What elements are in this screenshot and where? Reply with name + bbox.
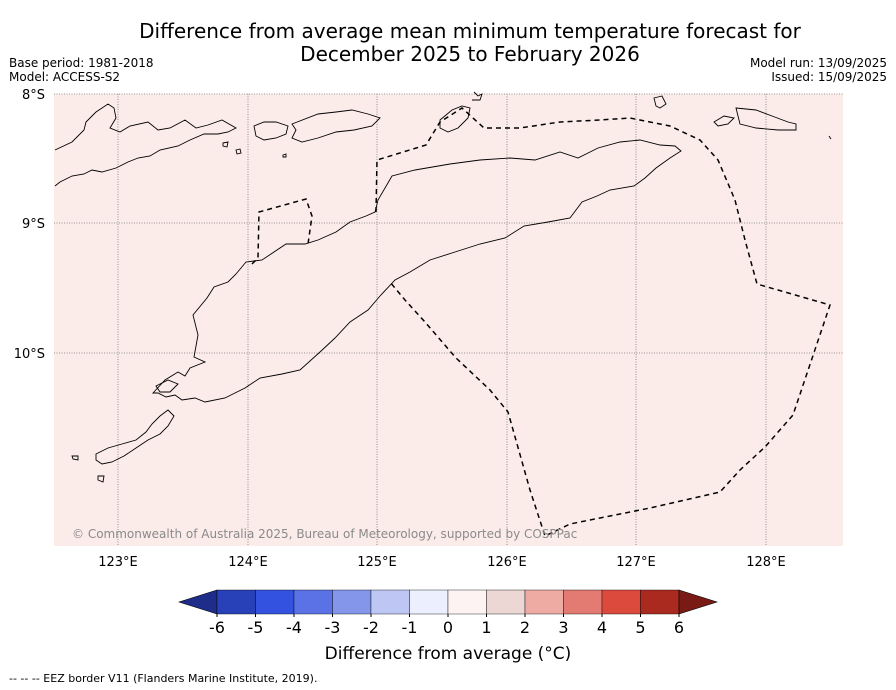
small-island-east [828,135,832,140]
wetar-island-coast [439,105,471,133]
map-area [54,94,843,546]
colorbar-tick-label: -2 [363,618,379,637]
coastlines [54,91,832,483]
colorbar-tick-label: 5 [635,618,645,637]
lon-label-128e: 128°E [746,555,786,570]
colorbar-tick-label: -4 [286,618,302,637]
lon-label-127e: 127°E [616,555,656,570]
alor-island-coast [291,109,381,143]
chart-title: Difference from average mean minimum tem… [100,20,840,66]
colorbar-bin [255,589,295,615]
title-line-1: Difference from average mean minimum tem… [139,19,801,43]
romang-island-coast [653,95,667,109]
flores-island-coast [54,103,237,187]
lon-label-123e: 123°E [98,555,138,570]
eez-border [251,107,831,538]
model-run: Model run: 13/09/2025 [749,56,887,70]
colorbar-bin [524,589,564,615]
semau-island-coast [155,379,179,393]
pantar-island-coast [253,121,289,141]
babar-island-coast [735,107,797,131]
colorbar-tick-label: 2 [520,618,530,637]
timor-island-coast [151,139,682,403]
sawu-island-coast [71,455,79,461]
colorbar-bin [293,589,333,615]
issued-date: Issued: 15/09/2025 [771,70,887,84]
eez-border-segment-2 [375,107,831,538]
colorbar-bin [216,589,256,615]
graticule [54,93,843,546]
colorbar-bin [563,589,603,615]
small-island-2 [235,148,242,155]
colorbar-bin [447,589,487,615]
colorbar-tick-label: -3 [325,618,341,637]
atauro-island-coast [472,91,483,101]
small-island-3 [282,153,287,158]
colorbar-ticks: -6 -5 -4 -3 -2 -1 0 1 2 3 4 5 6 [209,614,684,637]
metadata-left: Base period: 1981-2018 Model: ACCESS-S2 [9,56,154,84]
base-period: Base period: 1981-2018 [9,56,154,70]
colorbar-bin [640,589,680,615]
colorbar-arrow-high [678,589,718,615]
colorbar-tick-label: -1 [402,618,418,637]
metadata-right: Model run: 13/09/2025 Issued: 15/09/2025 [750,56,887,84]
eez-footnote: -- -- -- EEZ border V11 (Flanders Marine… [9,672,318,685]
small-island-1 [222,141,229,148]
colorbar-bin [601,589,641,615]
colorbar-tick-label: 6 [674,618,684,637]
colorbar-bin [370,589,410,615]
roti-island-coast [95,409,175,465]
title-line-2: December 2025 to February 2026 [300,42,640,66]
lon-label-125e: 125°E [357,555,397,570]
lon-label-126e: 126°E [487,555,527,570]
eez-border-segment-1 [251,198,313,265]
colorbar-label: Difference from average (°C) [325,644,572,664]
colorbar-bin [409,589,449,615]
lat-label-10s: 10°S [14,347,45,362]
lat-label-8s: 8°S [22,88,45,103]
colorbar-tick-label: -6 [209,618,225,637]
damar-island-coast [713,115,735,127]
lat-label-9s: 9°S [22,217,45,232]
colorbar [178,589,718,615]
copyright-notice: © Commonwealth of Australia 2025, Bureau… [72,527,577,541]
colorbar-tick-label: 1 [481,618,491,637]
ndao-island-coast [97,475,105,483]
colorbar-arrow-low [178,589,218,615]
model-name: Model: ACCESS-S2 [9,70,121,84]
colorbar-tick-label: 3 [558,618,568,637]
lon-label-124e: 124°E [228,555,268,570]
colorbar-tick-label: -5 [248,618,264,637]
colorbar-bin [486,589,526,615]
colorbar-bin [332,589,372,615]
colorbar-tick-label: 0 [443,618,453,637]
colorbar-tick-label: 4 [597,618,607,637]
